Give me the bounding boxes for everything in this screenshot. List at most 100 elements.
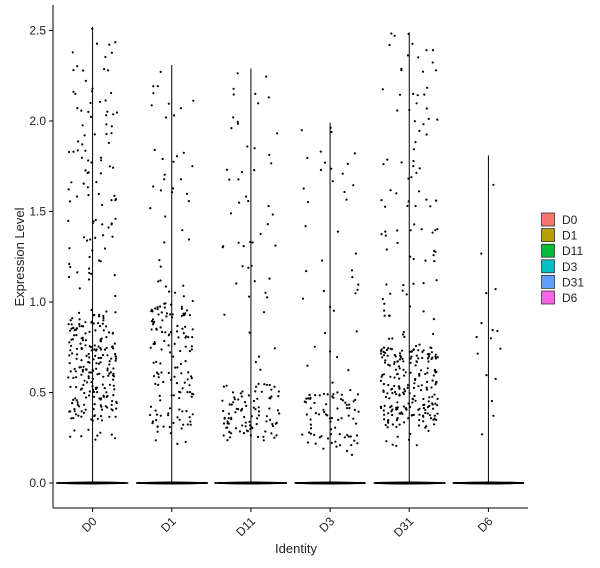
data-point <box>253 169 256 172</box>
data-point <box>340 393 343 396</box>
data-point <box>108 415 111 418</box>
data-point-zero <box>343 482 346 484</box>
data-point-zero <box>247 482 250 484</box>
data-point <box>329 417 332 420</box>
data-point <box>251 241 254 244</box>
data-point <box>173 114 176 117</box>
data-point-zero <box>266 482 268 484</box>
data-point <box>274 244 277 247</box>
data-point <box>390 410 393 413</box>
data-point <box>425 425 428 428</box>
data-point <box>94 354 97 357</box>
data-point <box>334 440 337 443</box>
data-point <box>103 68 106 71</box>
data-point <box>431 49 435 52</box>
data-point <box>428 353 431 356</box>
data-point <box>100 419 104 422</box>
data-point <box>86 239 89 242</box>
data-point <box>243 401 247 404</box>
data-point <box>336 407 339 410</box>
data-point <box>114 415 117 418</box>
data-point <box>84 79 87 82</box>
data-point <box>71 352 74 355</box>
data-point <box>427 117 430 120</box>
data-point <box>170 394 173 397</box>
data-point <box>158 259 161 262</box>
data-point <box>408 392 411 395</box>
data-point <box>394 368 397 371</box>
points-d31 <box>374 32 446 484</box>
data-point <box>96 373 99 376</box>
data-point <box>95 362 98 365</box>
data-point <box>347 414 350 417</box>
data-point <box>475 335 478 339</box>
data-point <box>431 61 434 64</box>
data-point <box>435 279 438 282</box>
data-point-zero <box>458 482 461 484</box>
data-point <box>411 42 414 45</box>
data-point <box>235 282 238 285</box>
data-point <box>350 453 354 456</box>
data-point <box>171 313 174 316</box>
data-point-zero <box>437 482 440 484</box>
data-point <box>180 372 183 375</box>
data-point-zero <box>284 482 287 484</box>
data-point <box>418 167 421 170</box>
data-point <box>400 67 403 70</box>
data-point <box>412 386 415 389</box>
data-point <box>237 408 240 411</box>
data-point <box>329 420 332 423</box>
data-point <box>157 376 160 379</box>
data-point <box>396 372 399 375</box>
data-point <box>395 393 398 396</box>
data-point-zero <box>268 482 271 484</box>
data-point <box>410 350 413 353</box>
data-point <box>433 368 436 372</box>
data-point-zero <box>244 482 247 484</box>
data-point-zero <box>206 482 208 484</box>
data-point <box>391 337 394 340</box>
data-point <box>240 409 243 412</box>
data-point <box>152 185 155 188</box>
data-point <box>112 378 115 381</box>
data-point <box>263 383 266 386</box>
data-point <box>91 385 94 388</box>
data-point <box>417 349 420 352</box>
data-point <box>307 397 310 400</box>
data-point <box>88 330 91 333</box>
data-point <box>480 322 483 325</box>
data-point <box>157 280 160 283</box>
data-point <box>409 357 412 360</box>
data-point <box>82 69 85 72</box>
data-point <box>102 329 105 332</box>
data-point <box>433 414 436 417</box>
data-point <box>78 287 81 290</box>
data-point-zero <box>252 482 255 484</box>
data-point <box>80 410 83 413</box>
data-point <box>313 401 316 404</box>
data-point <box>383 361 387 364</box>
data-point <box>330 167 333 170</box>
data-point <box>418 413 421 416</box>
data-point-zero <box>362 482 365 484</box>
data-point <box>107 331 111 334</box>
data-point-zero <box>76 482 79 484</box>
data-point <box>227 417 230 420</box>
data-point-zero <box>279 482 282 484</box>
data-point <box>94 438 97 441</box>
data-point <box>252 399 255 403</box>
data-point <box>171 316 174 319</box>
data-point <box>75 327 78 330</box>
data-point <box>178 408 181 411</box>
data-point <box>87 377 90 380</box>
data-point <box>402 368 405 371</box>
data-point <box>191 392 194 395</box>
data-point <box>269 418 272 421</box>
data-point <box>383 413 386 416</box>
data-point <box>411 414 414 417</box>
data-point <box>90 381 93 384</box>
data-point <box>262 439 265 442</box>
data-point <box>314 394 317 397</box>
data-point <box>161 157 164 161</box>
data-point <box>278 412 281 415</box>
